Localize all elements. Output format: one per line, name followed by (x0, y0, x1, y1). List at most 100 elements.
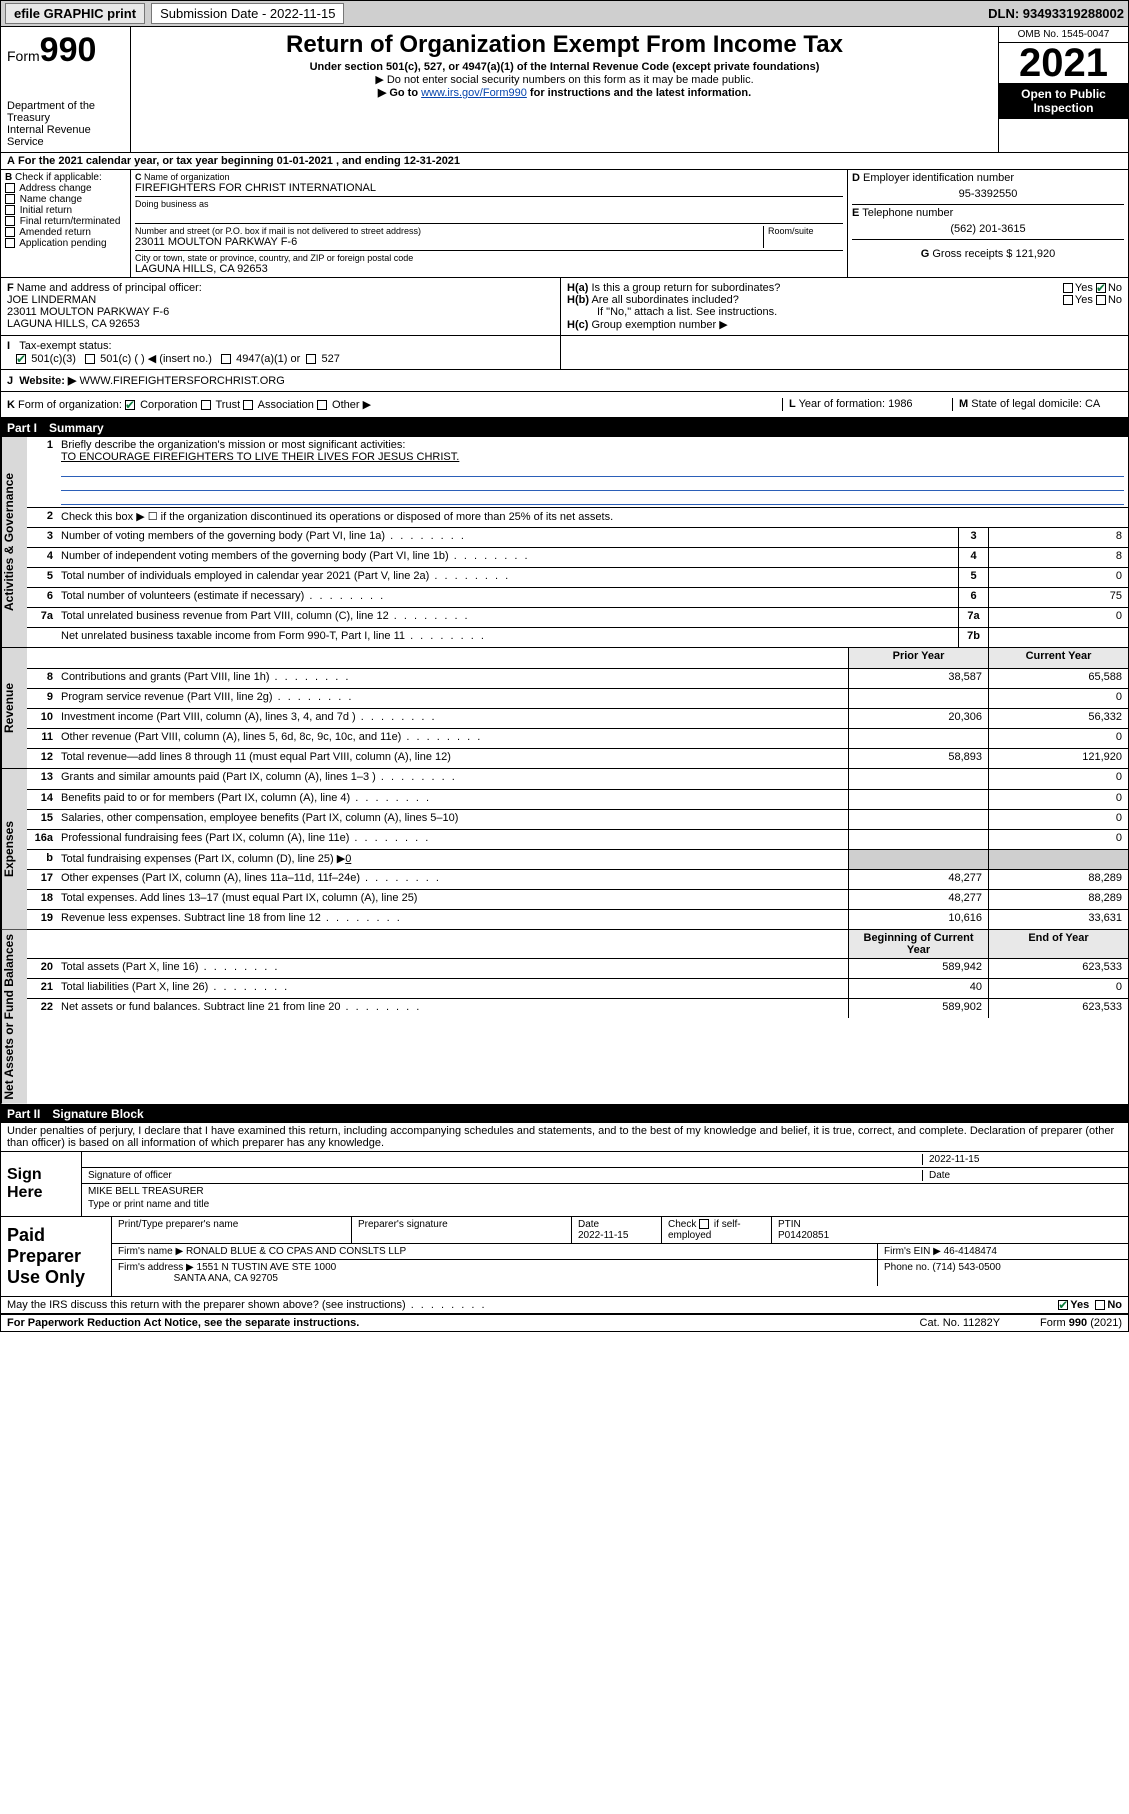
q11: Other revenue (Part VIII, column (A), li… (57, 729, 848, 748)
ein-val: 95-3392550 (852, 184, 1124, 204)
c19: 33,631 (988, 910, 1128, 929)
q6: Total number of volunteers (estimate if … (57, 588, 958, 607)
ein-label2: Firm's EIN ▶ (884, 1246, 941, 1257)
goto-post: for instructions and the latest informat… (527, 87, 751, 99)
dba-cap: Doing business as (135, 196, 843, 209)
l-val: 1986 (888, 398, 912, 410)
k-assoc: Association (258, 399, 314, 411)
street: 23011 MOULTON PARKWAY F-6 (135, 236, 763, 248)
sign-here-label: Sign Here (1, 1152, 81, 1216)
efile-button[interactable]: efile GRAPHIC print (5, 3, 145, 24)
signer-name: MIKE BELL TREASURER (88, 1186, 204, 1197)
ein-label: Employer identification number (863, 172, 1014, 184)
q16b-val: 0 (345, 853, 351, 865)
c8: 65,588 (988, 669, 1128, 688)
city-cap: City or town, state or province, country… (135, 253, 843, 263)
q15: Salaries, other compensation, employee b… (57, 810, 848, 829)
irs-link[interactable]: www.irs.gov/Form990 (421, 87, 527, 99)
p17: 48,277 (848, 870, 988, 889)
q10: Investment income (Part VIII, column (A)… (57, 709, 848, 728)
officer-addr: 23011 MOULTON PARKWAY F-6 (7, 306, 169, 318)
v3: 8 (988, 528, 1128, 547)
p12: 58,893 (848, 749, 988, 768)
dept-treasury: Department of the Treasury (7, 100, 124, 124)
part1-header: Part ISummary (1, 419, 1128, 437)
ck-final: Final return/terminated (20, 216, 121, 227)
footer-r: Form 990 (2021) (1040, 1317, 1122, 1329)
p11 (848, 729, 988, 748)
b22: 589,902 (848, 999, 988, 1018)
ck-address-change: Address change (19, 183, 91, 194)
q4: Number of independent voting members of … (57, 548, 958, 567)
ha-label: Is this a group return for subordinates? (591, 282, 780, 294)
b21: 40 (848, 979, 988, 998)
subtitle-2: ▶ Do not enter social security numbers o… (137, 73, 992, 86)
irs-label: Internal Revenue Service (7, 124, 124, 148)
q22: Net assets or fund balances. Subtract li… (57, 999, 848, 1018)
k-label: Form of organization: (18, 399, 122, 411)
section-governance: Activities & Governance 1Briefly describ… (1, 437, 1128, 648)
c11: 0 (988, 729, 1128, 748)
discuss-no: No (1107, 1299, 1122, 1311)
b-label: Check if applicable: (15, 172, 102, 183)
period-text: For the 2021 calendar year, or tax year … (18, 155, 460, 167)
firm-addr2: SANTA ANA, CA 92705 (174, 1273, 278, 1284)
officer-name: JOE LINDERMAN (7, 294, 96, 306)
q14: Benefits paid to or for members (Part IX… (57, 790, 848, 809)
m-val: CA (1085, 398, 1100, 410)
prep-h5v: P01420851 (778, 1230, 829, 1241)
row-KLM: K Form of organization: Corporation Trus… (1, 392, 1128, 419)
discuss-q: May the IRS discuss this return with the… (7, 1299, 487, 1311)
sign-date-val: 2022-11-15 (922, 1154, 1122, 1165)
row-I: I Tax-exempt status: 501(c)(3) 501(c) ( … (1, 336, 1128, 370)
firm-addr-label: Firm's address ▶ (118, 1262, 194, 1273)
e20: 623,533 (988, 959, 1128, 978)
hb-no: No (1108, 294, 1122, 306)
hc-label: Group exemption number ▶ (591, 319, 727, 331)
firm-label: Firm's name ▶ (118, 1246, 183, 1257)
website-label: Website: ▶ (19, 375, 76, 387)
i-4947: 4947(a)(1) or (236, 353, 300, 365)
part1-label: Part I (7, 421, 37, 435)
hb-label: Are all subordinates included? (591, 294, 738, 306)
declaration: Under penalties of perjury, I declare th… (1, 1123, 1128, 1152)
q3: Number of voting members of the governin… (57, 528, 958, 547)
q8: Contributions and grants (Part VIII, lin… (57, 669, 848, 688)
hdr-prior: Prior Year (848, 648, 988, 668)
vlabel-netassets: Net Assets or Fund Balances (1, 930, 27, 1104)
goto-pre: ▶ Go to (378, 87, 421, 99)
k-other: Other ▶ (332, 399, 371, 411)
e21: 0 (988, 979, 1128, 998)
phone-label: Telephone number (862, 207, 953, 219)
prep-h3v: 2022-11-15 (578, 1230, 628, 1241)
vlabel-expenses: Expenses (1, 769, 27, 929)
b20: 589,942 (848, 959, 988, 978)
sign-off-cap: Signature of officer (88, 1170, 922, 1181)
firm-ein: 46-4148474 (944, 1246, 997, 1257)
prep-h5: PTIN (778, 1219, 801, 1230)
prep-h2: Preparer's signature (352, 1217, 572, 1243)
q7a: Total unrelated business revenue from Pa… (57, 608, 958, 627)
prep-h4a: Check (668, 1219, 696, 1230)
col-B: B Check if applicable: Address change Na… (1, 170, 131, 277)
ck-amended: Amended return (19, 227, 91, 238)
q2: Check this box ▶ ☐ if the organization d… (57, 508, 1128, 527)
p19: 10,616 (848, 910, 988, 929)
p9 (848, 689, 988, 708)
col-C: C Name of organization FIREFIGHTERS FOR … (131, 170, 848, 277)
sign-date-cap: Date (922, 1170, 1122, 1181)
hdr-beg: Beginning of Current Year (848, 930, 988, 958)
q17: Other expenses (Part IX, column (A), lin… (57, 870, 848, 889)
v5: 0 (988, 568, 1128, 587)
form-number: 990 (40, 31, 97, 69)
hb-yes: Yes (1075, 294, 1093, 306)
col-DEG: D Employer identification number 95-3392… (848, 170, 1128, 277)
ck-name-change: Name change (20, 194, 82, 205)
e22: 623,533 (988, 999, 1128, 1018)
line-A: A For the 2021 calendar year, or tax yea… (1, 153, 1128, 170)
q13: Grants and similar amounts paid (Part IX… (57, 769, 848, 789)
firm-addr1: 1551 N TUSTIN AVE STE 1000 (197, 1262, 337, 1273)
form-990: Form990 Department of the Treasury Inter… (0, 27, 1129, 1332)
vlabel-revenue: Revenue (1, 648, 27, 768)
i-501c: 501(c) ( ) ◀ (insert no.) (100, 353, 212, 365)
